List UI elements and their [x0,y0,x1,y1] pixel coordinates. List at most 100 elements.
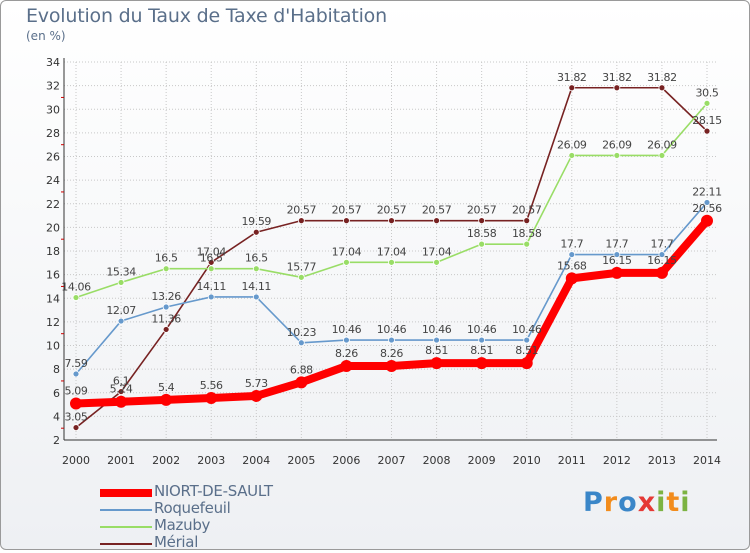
data-label: 5.56 [200,379,223,392]
data-label: 14.11 [196,280,226,293]
data-point [162,326,170,333]
data-label: 10.46 [332,323,362,336]
logo-letter: i [680,487,691,518]
data-label: 8.51 [470,344,493,357]
y-tick-label: 8 [53,363,60,376]
data-point [568,251,576,258]
x-tick-label: 2003 [197,454,225,467]
data-point [613,84,621,92]
x-tick-label: 2007 [378,454,406,467]
x-tick-label: 2010 [513,454,541,467]
data-point [117,279,125,286]
data-label: 20.57 [422,204,452,217]
data-label: 22.11 [692,185,722,198]
data-label: 26.09 [647,138,677,151]
data-point [160,393,173,406]
data-point [475,357,488,370]
data-label: 28.15 [692,114,722,127]
data-point [523,336,531,344]
data-point [655,266,668,279]
data-point [523,240,531,248]
data-label: 18.58 [512,227,542,240]
data-point [658,84,666,92]
data-point [162,265,170,273]
data-label: 16.5 [245,252,268,265]
data-label: 31.82 [647,71,677,84]
x-tick-label: 2004 [242,454,270,467]
data-label: 14.11 [242,280,272,293]
y-tick-label: 16 [46,269,60,282]
data-point [478,336,486,344]
data-label: 5.73 [245,377,268,390]
logo-letter: t [666,487,681,518]
data-point [388,258,395,266]
logo-letter: o [618,487,638,518]
data-label: 15.68 [557,259,587,272]
data-point [388,217,395,225]
data-point [703,99,711,107]
data-label: 6.88 [290,363,313,376]
data-point [701,214,713,227]
y-tick-label: 32 [46,80,60,93]
data-point [297,217,305,225]
data-point [70,397,82,410]
x-tick-label: 2009 [468,454,496,467]
x-tick-label: 2002 [152,454,180,467]
y-tick-label: 6 [53,387,60,400]
data-label: 8.51 [515,344,538,357]
data-label: 16.5 [200,252,223,265]
x-tick-label: 2014 [693,454,721,467]
logo-letter: r [603,487,619,518]
data-point [162,303,170,311]
data-point [565,272,578,285]
data-point [433,258,440,266]
data-point [385,360,398,373]
data-label: 20.57 [332,204,362,217]
x-tick-label: 2001 [107,454,135,467]
data-point [343,258,350,266]
data-point [613,152,621,159]
data-label: 31.82 [602,71,632,84]
data-point [658,152,666,159]
data-point [610,266,623,279]
data-point [703,199,711,206]
data-point [252,293,260,301]
data-label: 26.09 [602,138,632,151]
legend-label: Mérial [154,533,199,551]
data-label: 8.26 [335,347,358,360]
data-label: 10.46 [377,323,407,336]
data-label: 20.57 [467,204,497,217]
x-tick-label: 2011 [558,454,586,467]
data-label: 11.36 [151,312,181,325]
data-label: 20.56 [692,202,722,215]
logo-letter: P [583,487,604,518]
data-label: 17.04 [377,245,407,258]
data-point [523,217,531,225]
data-point [297,339,305,347]
y-tick-label: 2 [53,434,60,447]
data-point [430,357,443,370]
data-label: 15.77 [287,260,317,273]
y-tick-label: 12 [46,316,60,329]
data-point [207,265,215,273]
y-axis-unit: (en %) [26,29,66,43]
data-point [703,127,711,135]
legend-label: Mazuby [154,516,211,534]
legend-label: Roquefeuil [154,499,231,517]
data-point [207,293,215,301]
data-label: 13.26 [151,290,181,303]
data-label: 17.7 [605,238,628,251]
data-label: 16.15 [647,254,677,267]
data-label: 7.59 [65,357,88,370]
data-label: 19.59 [242,215,272,228]
data-point [388,336,395,344]
x-tick-label: 2006 [332,454,360,467]
data-label: 3.05 [65,411,88,424]
legend-swatch [100,509,152,511]
data-label: 8.51 [425,344,448,357]
data-point [117,317,125,325]
data-point [478,240,486,248]
data-label: 14.06 [61,281,91,294]
logo-letter: x [637,487,657,518]
